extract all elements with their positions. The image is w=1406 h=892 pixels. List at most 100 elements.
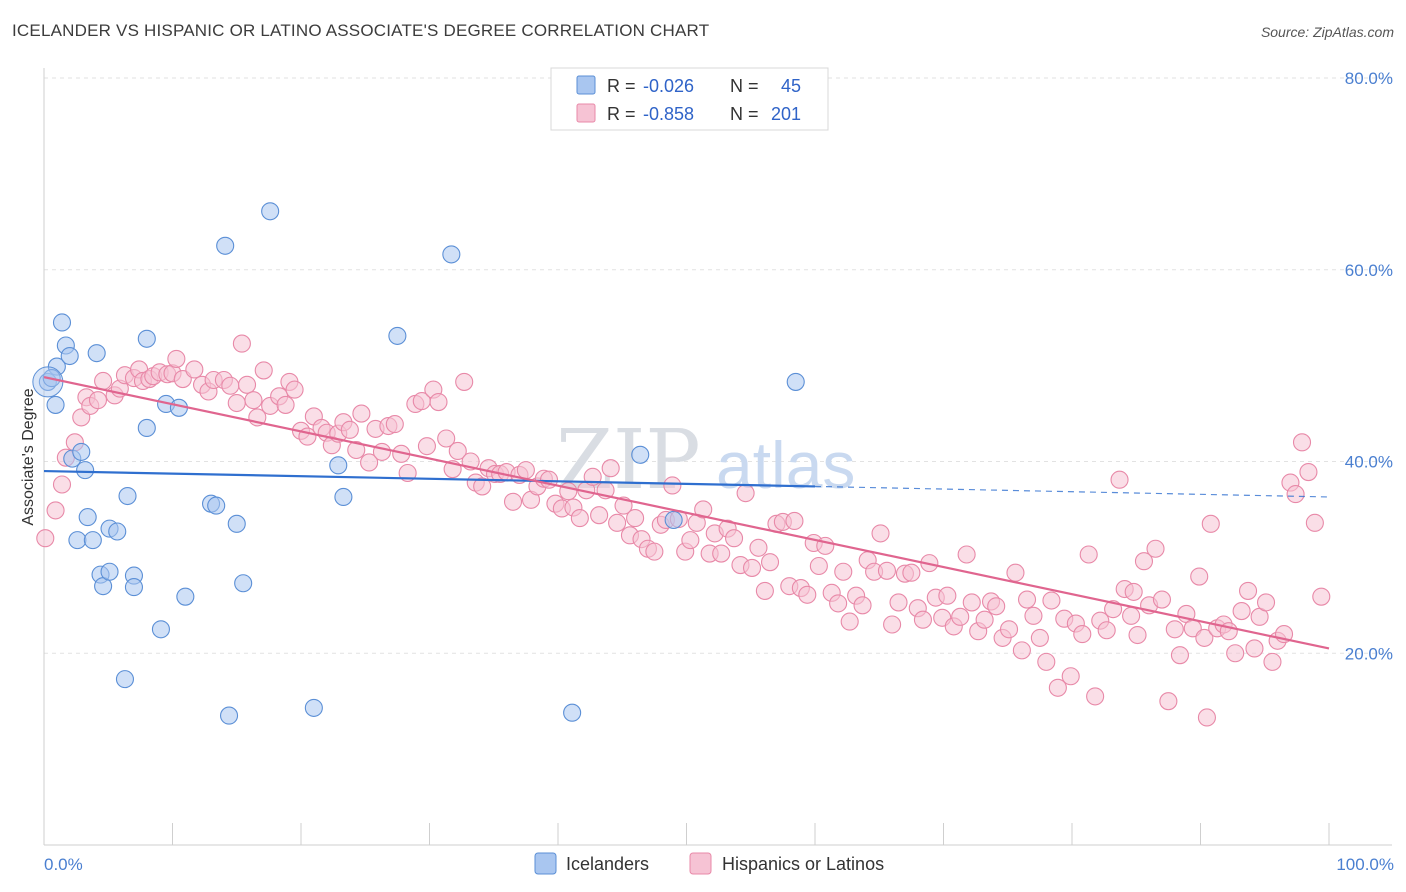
hispanics-point-83 — [559, 482, 578, 501]
legend-swatch-pink — [576, 103, 596, 123]
hispanics-point-129 — [840, 612, 859, 631]
watermark-zip: ZIP — [556, 413, 701, 508]
icelanders-point-21 — [137, 418, 156, 437]
hispanics-point-1 — [46, 501, 65, 520]
x-tick-label-max: 100.0% — [1336, 855, 1394, 874]
hispanics-point-136 — [883, 615, 902, 634]
hispanics-point-120 — [785, 511, 804, 530]
legend-bottom-swatch-hispanics — [689, 852, 712, 875]
hispanics-point-51 — [360, 453, 379, 472]
hispanics-point-29 — [227, 393, 246, 413]
icelanders-point-20 — [124, 578, 143, 597]
hispanics-point-171 — [1097, 621, 1116, 640]
hispanics-point-114 — [749, 538, 768, 557]
hispanics-point-34 — [254, 361, 273, 380]
hispanics-point-169 — [1086, 687, 1105, 706]
icelanders-point-15 — [100, 562, 119, 581]
hispanics-point-131 — [853, 596, 872, 615]
hispanics-point-55 — [385, 415, 404, 434]
hispanics-point-158 — [1017, 590, 1037, 609]
hispanics-point-23 — [185, 360, 204, 379]
icelanders-point-40 — [631, 445, 650, 464]
hispanics-point-181 — [1159, 692, 1178, 711]
hispanics-point-0 — [36, 529, 55, 548]
hispanics-point-192 — [1226, 644, 1245, 663]
hispanics-point-202 — [1286, 485, 1305, 504]
legend-n-value-blue: 45 — [781, 76, 801, 96]
hispanics-point-186 — [1190, 567, 1209, 586]
legend-r-value-blue: -0.026 — [643, 76, 694, 96]
chart-source: Source: ZipAtlas.com — [1260, 24, 1394, 40]
icelanders-point-7 — [72, 442, 91, 461]
icelanders-point-31 — [227, 514, 246, 533]
hispanics-point-167 — [1073, 625, 1092, 644]
hispanics-point-159 — [1024, 606, 1043, 625]
hispanics-point-32 — [244, 391, 263, 410]
hispanics-point-97 — [645, 542, 664, 561]
hispanics-point-173 — [1110, 470, 1129, 489]
hispanics-point-168 — [1079, 545, 1098, 564]
hispanics-point-165 — [1061, 667, 1080, 686]
icelanders-point-2 — [46, 395, 65, 414]
hispanics-point-151 — [975, 610, 994, 629]
hispanics-point-105 — [694, 500, 713, 519]
legend-r-value-pink: -0.858 — [643, 104, 694, 124]
hispanics-point-49 — [347, 440, 366, 460]
hispanics-point-208 — [1124, 582, 1143, 601]
hispanics-point-205 — [1305, 513, 1324, 532]
icelanders-point-3 — [52, 313, 72, 332]
hispanics-point-194 — [1238, 581, 1258, 600]
hispanics-point-183 — [1170, 646, 1189, 665]
legend-r-label-pink: R = — [607, 104, 636, 124]
hispanics-point-50 — [352, 404, 371, 423]
hispanics-point-156 — [1006, 563, 1025, 582]
hispanics-point-204 — [1299, 462, 1318, 482]
hispanics-point-172 — [1104, 600, 1123, 619]
hispanics-point-135 — [877, 561, 897, 580]
hispanics-point-127 — [829, 594, 848, 613]
hispanics-point-188 — [1201, 514, 1220, 533]
icelanders-point-18 — [118, 486, 137, 506]
hispanics-point-145 — [938, 586, 957, 605]
hispanics-point-128 — [834, 562, 853, 581]
hispanics-point-39 — [285, 380, 304, 399]
legend-r-label-blue: R = — [607, 76, 636, 96]
hispanics-point-122 — [798, 585, 817, 604]
y-tick-label-40: 40.0% — [1345, 453, 1393, 472]
trend-lines — [43, 376, 1330, 650]
hispanics-point-137 — [889, 593, 908, 612]
icelanders-point-11 — [83, 531, 102, 550]
icelanders-point-9 — [78, 508, 97, 527]
hispanics-point-162 — [1042, 591, 1061, 610]
hispanics-point-203 — [1292, 433, 1312, 452]
y-axis-title: Associate's Degree — [20, 388, 37, 525]
icelanders-point-35 — [329, 456, 348, 475]
icelanders-point-8 — [76, 461, 95, 480]
hispanics-point-60 — [417, 437, 436, 456]
hispanics-point-62 — [429, 393, 448, 412]
icelanders-point-26 — [176, 587, 195, 606]
hispanics-point-124 — [809, 556, 828, 576]
hispanics-point-207 — [1197, 708, 1216, 727]
hispanics-point-153 — [987, 597, 1006, 616]
icelanders-point-29 — [216, 236, 235, 255]
hispanics-point-116 — [760, 553, 780, 572]
icelanders-point-5 — [60, 346, 79, 366]
hispanics-point-88 — [590, 506, 609, 525]
hispanics-point-176 — [1128, 625, 1147, 645]
hispanics-point-180 — [1152, 590, 1171, 609]
hispanics-point-187 — [1195, 628, 1214, 647]
x-ticks — [43, 823, 1330, 845]
hispanics-point-9 — [94, 371, 113, 391]
trend-line-icelanders-extension — [814, 485, 1330, 498]
icelanders-point-42 — [786, 372, 805, 391]
hispanics-point-139 — [902, 563, 921, 582]
legend-top: R = -0.026 N = 45 R = -0.858 N = 201 — [550, 67, 829, 131]
icelanders-point-33 — [261, 202, 280, 221]
hispanics-point-160 — [1030, 628, 1049, 647]
hispanics-point-198 — [1263, 652, 1282, 671]
legend-swatch-blue — [576, 75, 596, 95]
hispanics-point-161 — [1037, 652, 1056, 671]
hispanics-point-48 — [340, 420, 359, 439]
